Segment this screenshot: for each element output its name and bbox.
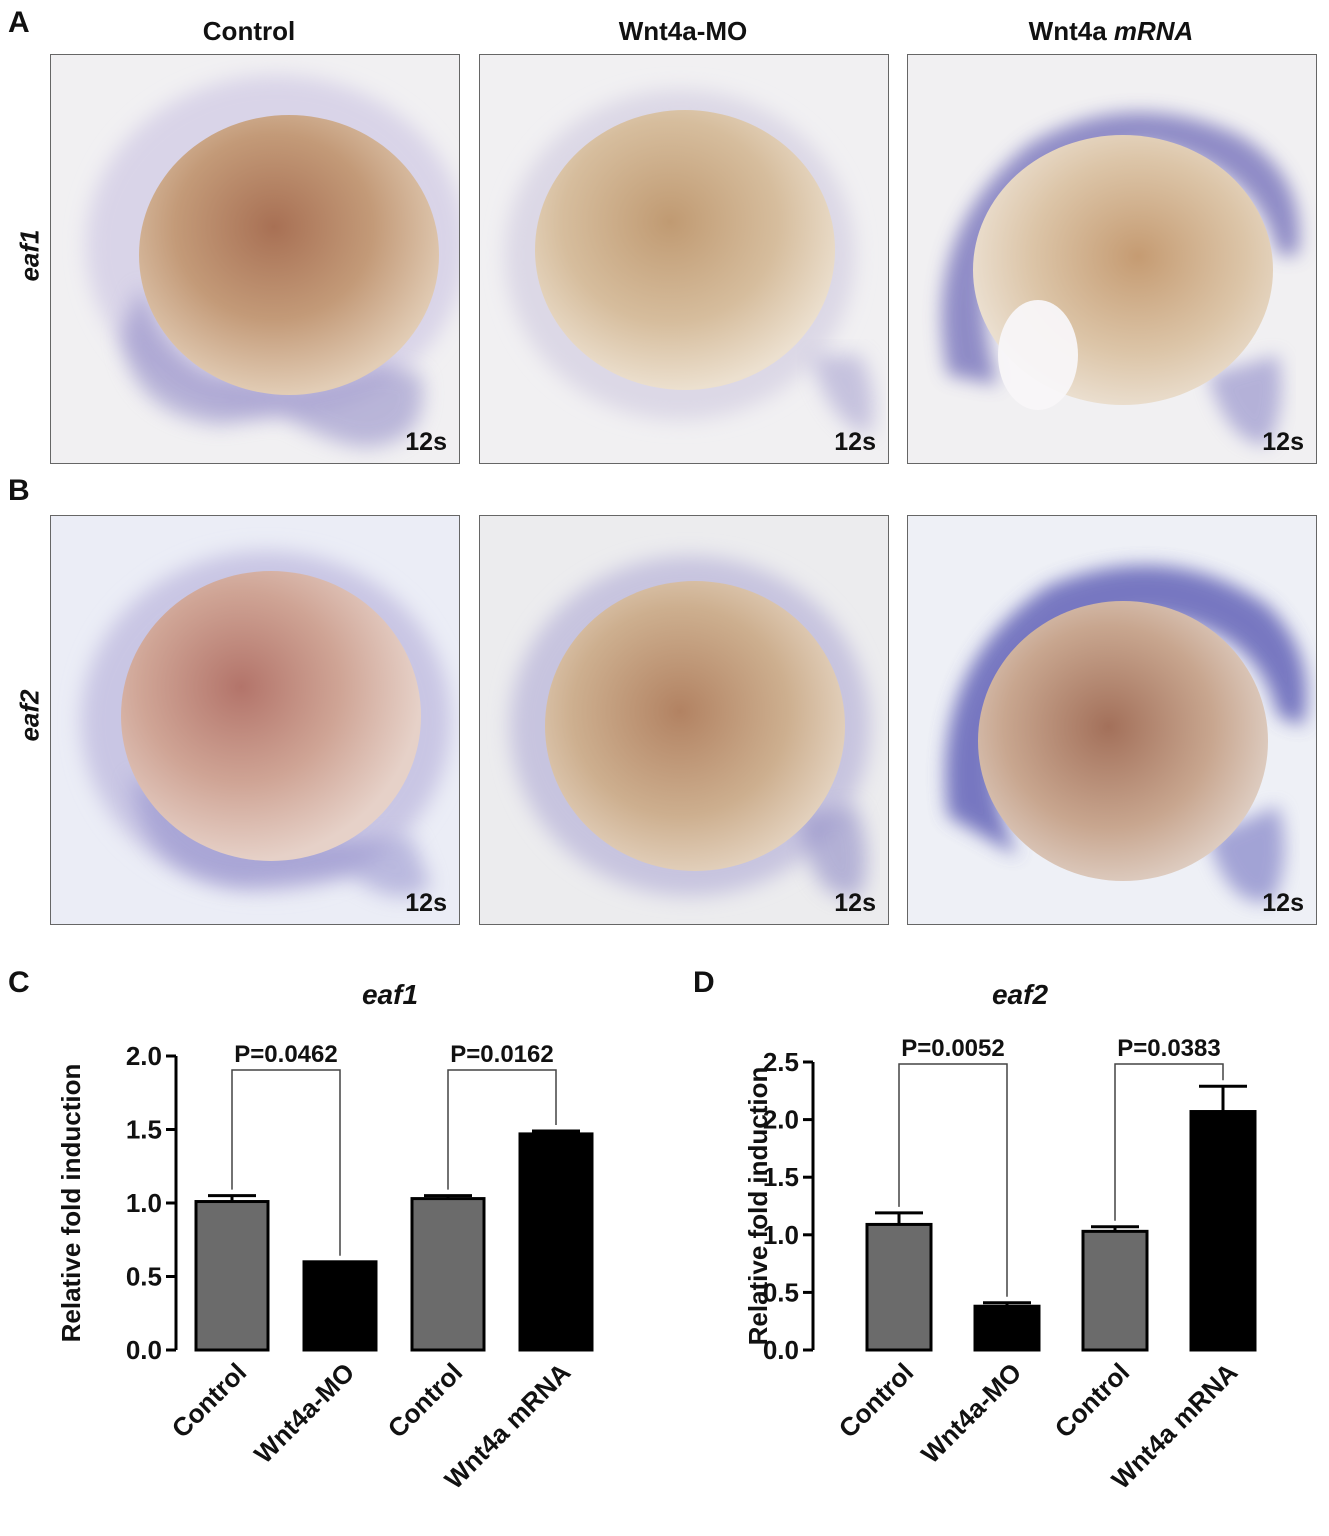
panel-letter-c: C: [8, 966, 30, 999]
embryo-image-eaf1-control: 12s: [50, 54, 460, 464]
embryo-drawing: [86, 75, 459, 447]
x-tick-label: Control: [166, 1357, 253, 1444]
chart-title: eaf1: [362, 979, 418, 1010]
row-label-eaf1: eaf1: [14, 229, 45, 282]
embryo-image-eaf2-control: 12s: [50, 515, 460, 925]
embryo-image-eaf1-mrna: 12s: [907, 54, 1317, 464]
embryo-image-eaf2-mrna: 12s: [907, 515, 1317, 925]
embryo-drawing: [510, 556, 870, 897]
p-value-label: P=0.0052: [901, 1035, 1004, 1062]
bar: [1189, 1110, 1257, 1352]
panel-letter-b: B: [8, 474, 30, 507]
x-tick-label: Control: [833, 1357, 920, 1444]
stage-label: 12s: [1262, 889, 1304, 917]
significance-bracket: [898, 1063, 1008, 1297]
chart-d: eaf2 Relative fold induction 0.0 0.5 1.0 1.5 2…: [665, 960, 1329, 1531]
p-value-label: P=0.0162: [450, 1041, 553, 1068]
column-header-mrna-italic: mRNA: [1113, 16, 1194, 46]
embryo-drawing: [505, 90, 874, 435]
column-header-morpholino: Wnt4a-MO: [618, 16, 748, 46]
p-value-label: P=0.0383: [1117, 1035, 1220, 1062]
y-tick-label: 0.0: [126, 1335, 162, 1365]
stage-label: 12s: [1262, 428, 1304, 456]
bar: [194, 1200, 270, 1352]
p-value-label: P=0.0462: [234, 1041, 337, 1068]
bar: [302, 1260, 378, 1352]
significance-bracket: [1114, 1063, 1224, 1221]
stage-label: 12s: [834, 889, 876, 917]
stage-label: 12s: [405, 889, 447, 917]
chart-title: eaf2: [992, 979, 1048, 1010]
embryo-image-eaf2-morpholino: 12s: [479, 515, 889, 925]
embryo-image-eaf1-morpholino: 12s: [479, 54, 889, 464]
row-label-eaf2: eaf2: [14, 689, 45, 742]
bar: [1081, 1229, 1149, 1352]
x-tick-label: Control: [382, 1357, 469, 1444]
y-axis-label: Relative fold induction: [56, 1064, 86, 1343]
significance-bracket: [231, 1069, 341, 1256]
y-tick-label: 1.5: [763, 1162, 799, 1192]
y-axis-label: Relative fold induction: [743, 1067, 773, 1346]
y-tick-label: 0.5: [126, 1262, 162, 1292]
bar: [518, 1132, 594, 1352]
x-tick-label: Control: [1049, 1357, 1136, 1444]
column-header-mrna: Wnt4a mRNA: [906, 16, 1316, 47]
stage-label: 12s: [834, 428, 876, 456]
y-tick-label: 0.5: [763, 1277, 799, 1307]
column-header-control: Control: [202, 16, 296, 46]
y-tick-label: 0.0: [763, 1335, 799, 1365]
embryo-drawing: [941, 112, 1300, 445]
x-tick-label: Wnt4a-MO: [915, 1357, 1027, 1469]
bar: [410, 1197, 486, 1352]
y-tick-label: 1.0: [126, 1188, 162, 1218]
stage-label: 12s: [405, 428, 447, 456]
panel-letter-a: A: [8, 6, 30, 39]
column-header-mrna-gene: Wnt4a: [1028, 16, 1114, 46]
significance-bracket: [447, 1069, 557, 1190]
chart-c: eaf1 Relative fold induction 0.0 0.5 1.0 1.5 2…: [0, 960, 665, 1531]
y-tick-label: 1.0: [763, 1220, 799, 1250]
y-tick-label: 1.5: [126, 1115, 162, 1145]
chart-c-svg: eaf1 Relative fold induction 0.0 0.5 1.0 1.5 2…: [56, 979, 594, 1495]
y-tick-label: 2.5: [763, 1047, 799, 1077]
panel-letter-d: D: [693, 966, 715, 999]
y-tick-label: 2.0: [763, 1105, 799, 1135]
embryo-drawing: [81, 551, 451, 897]
y-tick-label: 2.0: [126, 1041, 162, 1071]
bar: [865, 1222, 933, 1352]
x-tick-label: Wnt4a-MO: [248, 1357, 360, 1469]
embryo-drawing: [945, 565, 1307, 903]
bar: [973, 1304, 1041, 1352]
